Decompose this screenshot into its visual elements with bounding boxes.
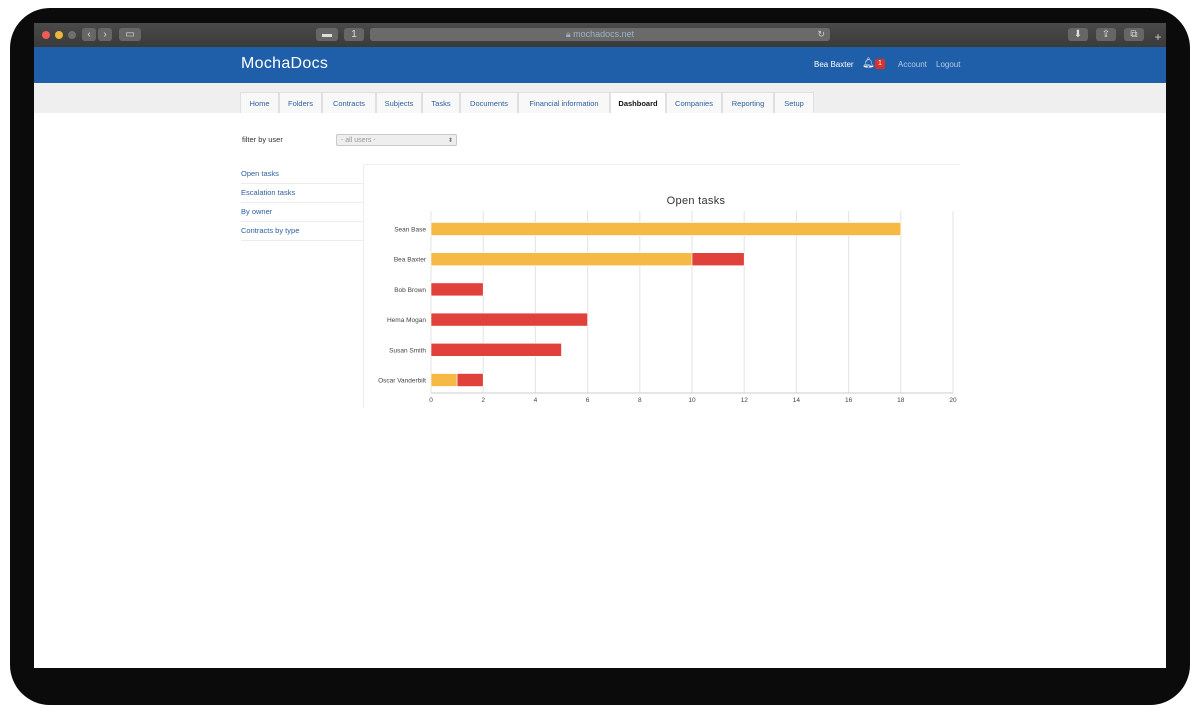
tab-overview-icon[interactable]: ▬: [316, 28, 338, 41]
tab-subjects[interactable]: Subjects: [376, 92, 422, 113]
logout-link[interactable]: Logout: [936, 60, 961, 69]
address-bar[interactable]: 🔒︎ mochadocs.net ↻: [370, 28, 830, 41]
notification-badge[interactable]: 1: [875, 59, 885, 69]
minimize-window-button[interactable]: [55, 31, 63, 39]
tab-folders[interactable]: Folders: [279, 92, 322, 113]
account-link[interactable]: Account: [898, 60, 927, 69]
downloads-icon[interactable]: ⬇: [1068, 28, 1088, 41]
dashboard-side-menu: Open tasks Escalation tasks By owner Con…: [241, 165, 363, 241]
x-tick-label: 14: [793, 397, 801, 404]
open-tasks-chart: Open tasks 0 2 4 6 8 10 12 14 16 18 20 Sean Base Bea …: [378, 195, 957, 404]
x-tick-label: 0: [429, 397, 433, 404]
browser-toolbar: ‹ › ▭ ▬ 1 🔒︎ mochadocs.net ↻ ⬇ ⇪ ⧉ +: [34, 23, 1166, 48]
forward-icon[interactable]: ›: [98, 28, 112, 41]
tab-setup[interactable]: Setup: [774, 92, 814, 113]
close-window-button[interactable]: [42, 31, 50, 39]
content-divider: [364, 164, 960, 165]
category-label: Sean Base: [394, 227, 426, 234]
side-item-escalation-tasks[interactable]: Escalation tasks: [241, 184, 363, 203]
x-tick-label: 2: [481, 397, 485, 404]
x-tick-label: 10: [688, 397, 696, 404]
x-tick-label: 16: [845, 397, 853, 404]
tab-dashboard[interactable]: Dashboard: [610, 92, 666, 113]
category-label: Oscar Vanderbilt: [378, 378, 426, 385]
bar[interactable]: [430, 343, 562, 357]
side-item-open-tasks[interactable]: Open tasks: [241, 165, 363, 184]
select-arrows-icon: ⬍: [447, 138, 453, 144]
browser-window: ‹ › ▭ ▬ 1 🔒︎ mochadocs.net ↻ ⬇ ⇪ ⧉ + Moc…: [34, 23, 1166, 668]
tab-tasks[interactable]: Tasks: [422, 92, 460, 113]
filter-label: filter by user: [242, 135, 283, 144]
category-label: Bob Brown: [394, 287, 426, 294]
side-item-contracts-by-type[interactable]: Contracts by type: [241, 222, 363, 241]
reload-icon[interactable]: ↻: [817, 29, 825, 39]
x-tick-label: 12: [741, 397, 749, 404]
share-icon[interactable]: ⇪: [1096, 28, 1116, 41]
x-tick-label: 18: [897, 397, 905, 404]
bar[interactable]: [430, 252, 693, 266]
tab-documents[interactable]: Documents: [460, 92, 518, 113]
bar[interactable]: [430, 312, 588, 327]
bar[interactable]: [430, 282, 484, 297]
bell-icon[interactable]: 🔔︎: [862, 58, 875, 69]
chart-title: Open tasks: [667, 195, 726, 207]
side-menu-separator: [363, 165, 364, 408]
tab-companies[interactable]: Companies: [666, 92, 722, 113]
category-label: Susan Smith: [389, 347, 426, 354]
tabs-icon[interactable]: ⧉: [1124, 28, 1144, 41]
tab-home[interactable]: Home: [240, 92, 279, 113]
user-filter-select[interactable]: - all users - ⬍: [336, 134, 457, 146]
x-tick-label: 4: [534, 397, 538, 404]
x-tick-label: 20: [949, 397, 957, 404]
tab-financial-information[interactable]: Financial information: [518, 92, 610, 113]
sidebar-icon[interactable]: ▭: [119, 28, 141, 41]
new-tab-icon[interactable]: +: [1154, 30, 1162, 44]
tab-reporting[interactable]: Reporting: [722, 92, 774, 113]
category-label: Hema Mogan: [387, 317, 426, 324]
bar[interactable]: [456, 373, 484, 387]
bar[interactable]: [430, 222, 902, 236]
current-user[interactable]: Bea Baxter: [814, 60, 854, 69]
address-text: mochadocs.net: [573, 29, 635, 39]
main-nav: Home Folders Contracts Subjects Tasks Do…: [34, 83, 1166, 113]
category-label: Bea Baxter: [394, 257, 427, 264]
logo[interactable]: MochaDocs: [241, 55, 329, 72]
bar[interactable]: [691, 252, 745, 266]
tab-contracts[interactable]: Contracts: [322, 92, 376, 113]
back-icon[interactable]: ‹: [82, 28, 96, 41]
x-tick-label: 6: [586, 397, 590, 404]
side-item-by-owner[interactable]: By owner: [241, 203, 363, 222]
app-header: MochaDocs Bea Baxter 🔔︎ 1 Account Logout: [34, 47, 1166, 83]
x-tick-label: 8: [638, 397, 642, 404]
password-icon[interactable]: 1: [344, 28, 364, 41]
user-filter-value: - all users -: [341, 137, 376, 144]
lock-icon: 🔒︎: [565, 29, 571, 39]
zoom-window-button[interactable]: [68, 31, 76, 39]
bar[interactable]: [430, 373, 458, 387]
